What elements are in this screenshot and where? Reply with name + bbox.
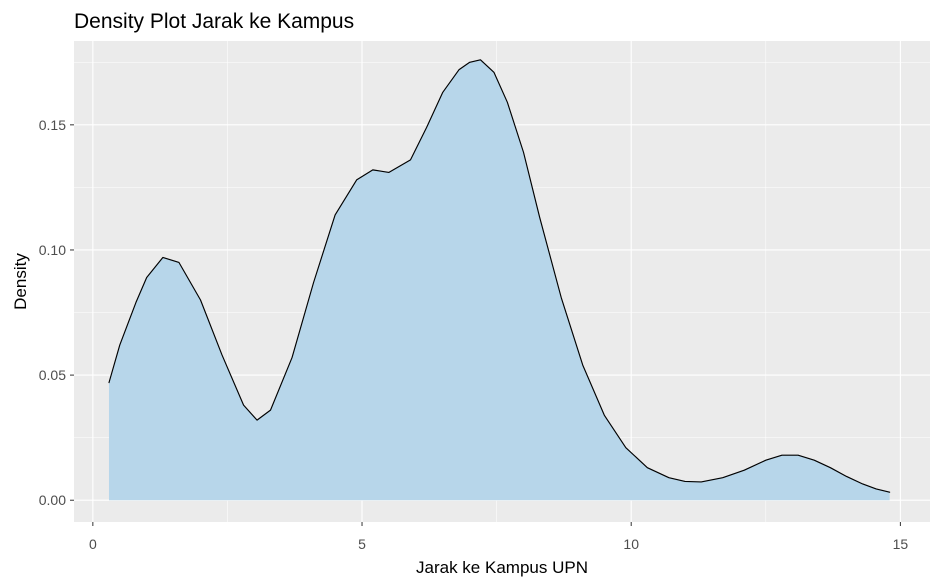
y-tick-label: 0.00 [39,492,66,508]
x-tick-label: 0 [89,536,97,552]
x-tick-label: 10 [623,536,639,552]
x-tick-label: 5 [358,536,366,552]
x-tick-label: 15 [893,536,909,552]
tick-labels: 0 5 10 15 0.00 0.05 0.10 0.15 [39,117,909,552]
x-axis-title: Jarak ke Kampus UPN [416,558,588,577]
density-area [108,59,890,501]
y-tick-label: 0.15 [39,117,66,133]
y-tick-label: 0.05 [39,367,66,383]
y-axis-title: Density [11,253,30,310]
chart-title: Density Plot Jarak ke Kampus [74,10,354,33]
axis-ticks [70,124,901,526]
density-series [108,59,891,501]
density-curve [108,59,891,493]
y-tick-label: 0.10 [39,242,66,258]
